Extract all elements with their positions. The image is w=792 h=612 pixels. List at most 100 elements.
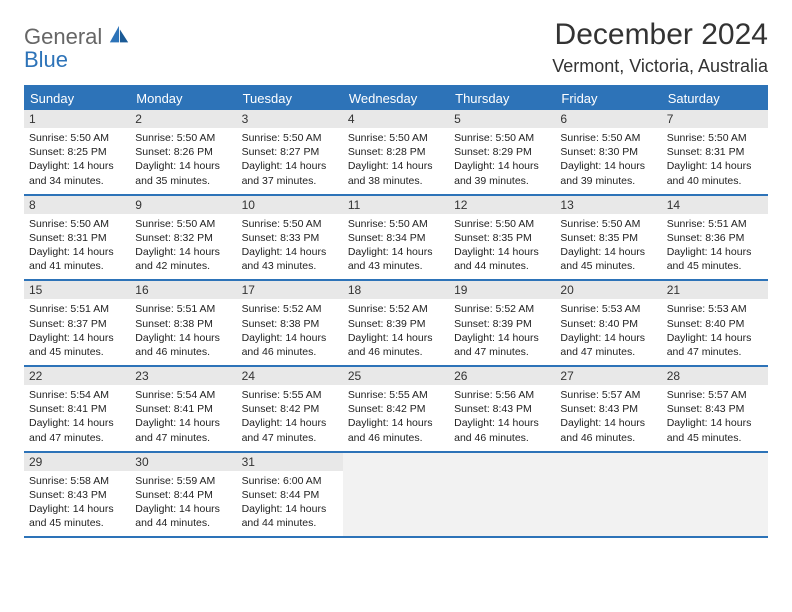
- day-29: 29Sunrise: 5:58 AMSunset: 8:43 PMDayligh…: [24, 453, 130, 537]
- day-30: 30 Sunrise: 5:59 AMSunset: 8:44 PMDayligh…: [130, 453, 236, 537]
- dow-tuesday: Tuesday: [237, 87, 343, 110]
- day-info: Sunrise: 5:50 AMSunset: 8:26 PMDaylight:…: [135, 131, 231, 188]
- day-5: 5Sunrise: 5:50 AMSunset: 8:29 PMDaylight…: [449, 110, 555, 194]
- empty-cell: [449, 453, 555, 537]
- day-19: 19 Sunrise: 5:52 AMSunset: 8:39 PMDayligh…: [449, 281, 555, 365]
- day-number: 16: [130, 281, 236, 299]
- day-info: Sunrise: 5:50 AMSunset: 8:28 PMDaylight:…: [348, 131, 444, 188]
- day-info: Sunrise: 5:52 AMSunset: 8:39 PMDaylight:…: [454, 302, 550, 359]
- dow-saturday: Saturday: [662, 87, 768, 110]
- day-info: Sunrise: 5:57 AMSunset: 8:43 PMDaylight:…: [667, 388, 763, 445]
- day-info: Sunrise: 5:51 AMSunset: 8:37 PMDaylight:…: [29, 302, 125, 359]
- week-row: 22 Sunrise: 5:54 AMSunset: 8:41 PMDayligh…: [24, 367, 768, 453]
- day-number: 25: [343, 367, 449, 385]
- day-number: 8: [24, 196, 130, 214]
- day-info: Sunrise: 5:50 AMSunset: 8:34 PMDaylight:…: [348, 217, 444, 274]
- sail-icon: [108, 24, 130, 46]
- day-3: 3 Sunrise: 5:50 AMSunset: 8:27 PMDaylight…: [237, 110, 343, 194]
- day-number: 12: [449, 196, 555, 214]
- day-6: 6 Sunrise: 5:50 AMSunset: 8:30 PMDaylight…: [555, 110, 661, 194]
- day-number: 19: [449, 281, 555, 299]
- day-info: Sunrise: 5:54 AMSunset: 8:41 PMDaylight:…: [29, 388, 125, 445]
- day-14: 14 Sunrise: 5:51 AMSunset: 8:36 PMDayligh…: [662, 196, 768, 280]
- day-number: 22: [24, 367, 130, 385]
- day-23: 23 Sunrise: 5:54 AMSunset: 8:41 PMDayligh…: [130, 367, 236, 451]
- day-11: 11Sunrise: 5:50 AMSunset: 8:34 PMDayligh…: [343, 196, 449, 280]
- day-21: 21 Sunrise: 5:53 AMSunset: 8:40 PMDayligh…: [662, 281, 768, 365]
- day-number: 20: [555, 281, 661, 299]
- day-info: Sunrise: 5:55 AMSunset: 8:42 PMDaylight:…: [348, 388, 444, 445]
- empty-cell: [662, 453, 768, 537]
- logo-word1: General: [24, 24, 102, 49]
- week-row: 8 Sunrise: 5:50 AMSunset: 8:31 PMDaylight…: [24, 196, 768, 282]
- day-number: 7: [662, 110, 768, 128]
- day-number: 2: [130, 110, 236, 128]
- day-number: 26: [449, 367, 555, 385]
- weeks-container: 1 Sunrise: 5:50 AMSunset: 8:25 PMDaylight…: [24, 110, 768, 538]
- day-info: Sunrise: 5:50 AMSunset: 8:27 PMDaylight:…: [242, 131, 338, 188]
- logo-word2: Blue: [24, 50, 130, 70]
- day-number: 4: [343, 110, 449, 128]
- day-31: 31Sunrise: 6:00 AMSunset: 8:44 PMDayligh…: [237, 453, 343, 537]
- day-10: 10Sunrise: 5:50 AMSunset: 8:33 PMDayligh…: [237, 196, 343, 280]
- day-24: 24Sunrise: 5:55 AMSunset: 8:42 PMDayligh…: [237, 367, 343, 451]
- day-1: 1 Sunrise: 5:50 AMSunset: 8:25 PMDaylight…: [24, 110, 130, 194]
- day-number: 30: [130, 453, 236, 471]
- dow-friday: Friday: [555, 87, 661, 110]
- day-info: Sunrise: 5:58 AMSunset: 8:43 PMDaylight:…: [29, 474, 125, 531]
- day-number: 31: [237, 453, 343, 471]
- day-info: Sunrise: 5:50 AMSunset: 8:30 PMDaylight:…: [560, 131, 656, 188]
- day-number: 21: [662, 281, 768, 299]
- day-info: Sunrise: 5:53 AMSunset: 8:40 PMDaylight:…: [560, 302, 656, 359]
- day-15: 15 Sunrise: 5:51 AMSunset: 8:37 PMDayligh…: [24, 281, 130, 365]
- day-info: Sunrise: 5:50 AMSunset: 8:31 PMDaylight:…: [667, 131, 763, 188]
- day-info: Sunrise: 5:50 AMSunset: 8:32 PMDaylight:…: [135, 217, 231, 274]
- location: Vermont, Victoria, Australia: [552, 56, 768, 77]
- title-block: December 2024 Vermont, Victoria, Austral…: [552, 18, 768, 77]
- day-number: 24: [237, 367, 343, 385]
- day-info: Sunrise: 5:53 AMSunset: 8:40 PMDaylight:…: [667, 302, 763, 359]
- day-26: 26 Sunrise: 5:56 AMSunset: 8:43 PMDayligh…: [449, 367, 555, 451]
- day-20: 20 Sunrise: 5:53 AMSunset: 8:40 PMDayligh…: [555, 281, 661, 365]
- day-info: Sunrise: 5:50 AMSunset: 8:31 PMDaylight:…: [29, 217, 125, 274]
- day-info: Sunrise: 5:57 AMSunset: 8:43 PMDaylight:…: [560, 388, 656, 445]
- empty-cell: [343, 453, 449, 537]
- day-info: Sunrise: 5:50 AMSunset: 8:35 PMDaylight:…: [560, 217, 656, 274]
- day-12: 12 Sunrise: 5:50 AMSunset: 8:35 PMDayligh…: [449, 196, 555, 280]
- day-info: Sunrise: 5:56 AMSunset: 8:43 PMDaylight:…: [454, 388, 550, 445]
- day-info: Sunrise: 5:54 AMSunset: 8:41 PMDaylight:…: [135, 388, 231, 445]
- day-18: 18Sunrise: 5:52 AMSunset: 8:39 PMDayligh…: [343, 281, 449, 365]
- dow-thursday: Thursday: [449, 87, 555, 110]
- day-info: Sunrise: 5:50 AMSunset: 8:29 PMDaylight:…: [454, 131, 550, 188]
- day-25: 25 Sunrise: 5:55 AMSunset: 8:42 PMDayligh…: [343, 367, 449, 451]
- day-number: 15: [24, 281, 130, 299]
- day-number: 28: [662, 367, 768, 385]
- week-row: 29Sunrise: 5:58 AMSunset: 8:43 PMDayligh…: [24, 453, 768, 539]
- day-number: 3: [237, 110, 343, 128]
- header: General Blue December 2024 Vermont, Vict…: [24, 18, 768, 77]
- day-number: 27: [555, 367, 661, 385]
- day-info: Sunrise: 5:50 AMSunset: 8:25 PMDaylight:…: [29, 131, 125, 188]
- calendar: SundayMondayTuesdayWednesdayThursdayFrid…: [24, 85, 768, 538]
- day-number: 23: [130, 367, 236, 385]
- day-8: 8 Sunrise: 5:50 AMSunset: 8:31 PMDaylight…: [24, 196, 130, 280]
- day-number: 14: [662, 196, 768, 214]
- day-7: 7 Sunrise: 5:50 AMSunset: 8:31 PMDaylight…: [662, 110, 768, 194]
- week-row: 15 Sunrise: 5:51 AMSunset: 8:37 PMDayligh…: [24, 281, 768, 367]
- day-info: Sunrise: 5:51 AMSunset: 8:36 PMDaylight:…: [667, 217, 763, 274]
- day-number: 1: [24, 110, 130, 128]
- day-27: 27 Sunrise: 5:57 AMSunset: 8:43 PMDayligh…: [555, 367, 661, 451]
- day-info: Sunrise: 5:52 AMSunset: 8:39 PMDaylight:…: [348, 302, 444, 359]
- day-info: Sunrise: 5:52 AMSunset: 8:38 PMDaylight:…: [242, 302, 338, 359]
- day-13: 13Sunrise: 5:50 AMSunset: 8:35 PMDayligh…: [555, 196, 661, 280]
- month-title: December 2024: [552, 18, 768, 52]
- day-info: Sunrise: 5:50 AMSunset: 8:35 PMDaylight:…: [454, 217, 550, 274]
- day-9: 9 Sunrise: 5:50 AMSunset: 8:32 PMDaylight…: [130, 196, 236, 280]
- day-16: 16Sunrise: 5:51 AMSunset: 8:38 PMDayligh…: [130, 281, 236, 365]
- dow-monday: Monday: [130, 87, 236, 110]
- day-number: 10: [237, 196, 343, 214]
- day-info: Sunrise: 5:59 AMSunset: 8:44 PMDaylight:…: [135, 474, 231, 531]
- day-number: 6: [555, 110, 661, 128]
- day-22: 22 Sunrise: 5:54 AMSunset: 8:41 PMDayligh…: [24, 367, 130, 451]
- day-number: 9: [130, 196, 236, 214]
